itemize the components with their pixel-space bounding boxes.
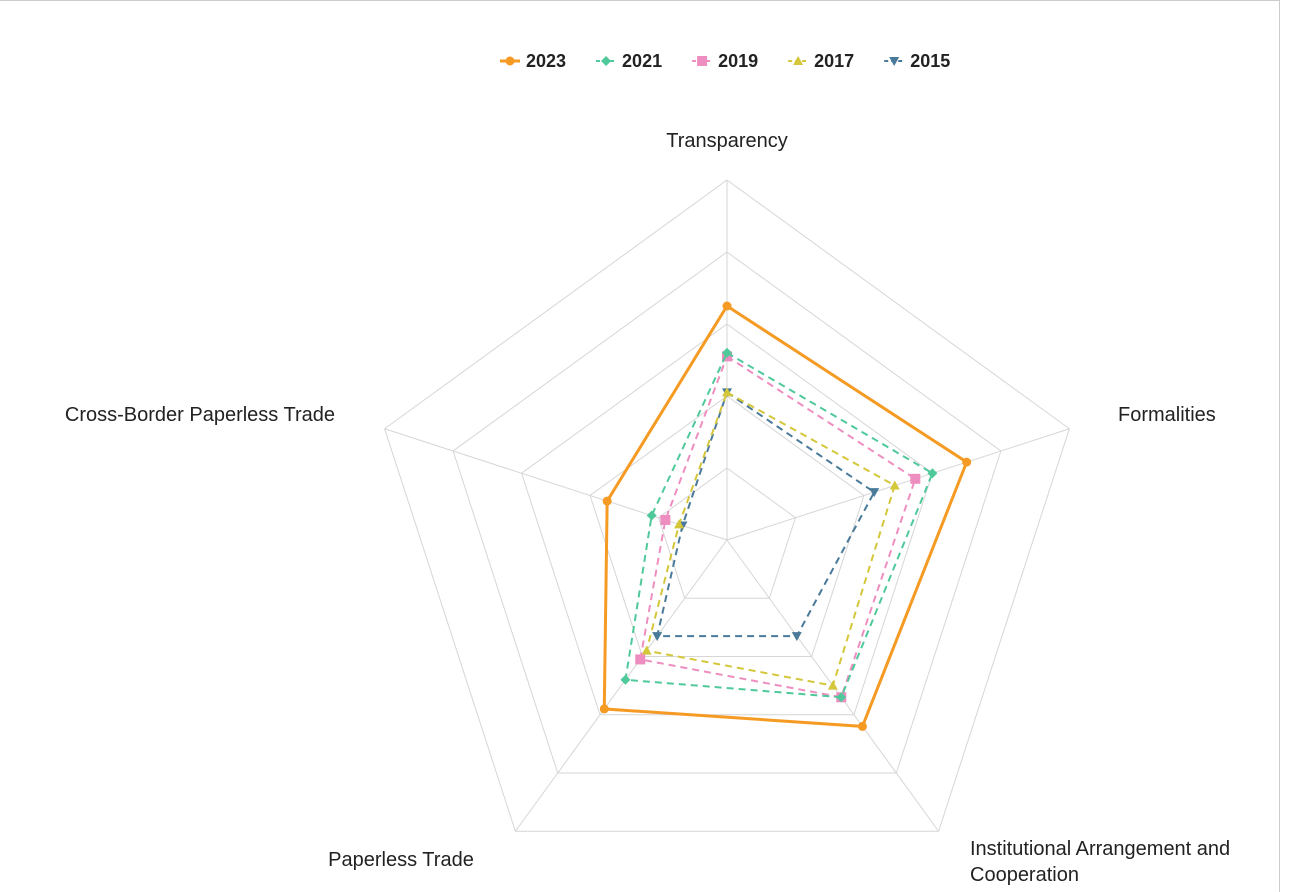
marker — [601, 56, 612, 66]
marker — [722, 347, 732, 358]
grid-ring — [657, 467, 797, 599]
marker — [599, 704, 609, 714]
legend-item: 2019 — [692, 51, 758, 71]
series — [620, 347, 938, 703]
grid-spoke — [726, 428, 1070, 541]
marker — [660, 514, 671, 525]
series — [641, 387, 900, 690]
marker — [836, 692, 847, 703]
grid-ring — [384, 179, 1070, 832]
legend-item: 2023 — [500, 51, 566, 71]
category-label: Institutional Arrangement and Cooperatio… — [970, 838, 1231, 886]
legend-label: 2017 — [814, 51, 854, 71]
series-line — [602, 303, 969, 728]
legend-label: 2015 — [910, 51, 950, 71]
marker — [646, 510, 657, 521]
grid-ring — [452, 251, 1002, 774]
grid-ring — [520, 323, 934, 716]
marker — [857, 721, 867, 731]
legend-item: 2015 — [884, 51, 950, 71]
marker — [674, 519, 685, 529]
marker — [962, 457, 972, 467]
legend-item: 2017 — [788, 51, 854, 71]
marker — [602, 496, 612, 506]
marker — [635, 654, 646, 665]
category-label: Cross-Border Paperless Trade — [64, 404, 335, 426]
marker — [889, 57, 900, 66]
legend-item: 2021 — [596, 51, 662, 71]
marker — [827, 680, 838, 690]
marker — [722, 387, 732, 397]
grid-spoke — [384, 428, 728, 541]
marker — [927, 468, 938, 479]
series-line — [655, 390, 876, 638]
marker — [869, 488, 880, 498]
legend-label: 2023 — [526, 51, 566, 71]
grid-ring — [589, 395, 865, 657]
marker — [889, 480, 900, 490]
series-line — [645, 390, 896, 687]
series — [599, 301, 972, 731]
legend-label: 2021 — [622, 51, 662, 71]
marker — [793, 56, 804, 65]
marker — [697, 56, 708, 66]
marker — [722, 301, 732, 311]
marker — [641, 645, 652, 655]
marker — [910, 473, 921, 484]
series — [652, 388, 880, 642]
marker — [791, 632, 802, 642]
series-line — [624, 351, 934, 699]
marker — [505, 56, 515, 66]
marker — [620, 674, 631, 685]
grid-spoke — [514, 539, 728, 832]
legend-label: 2019 — [718, 51, 758, 71]
series-line — [639, 354, 917, 699]
marker — [652, 632, 663, 642]
category-label: Transparency — [666, 130, 788, 152]
category-label: Paperless Trade — [328, 849, 474, 871]
category-label: Formalities — [1118, 404, 1216, 426]
